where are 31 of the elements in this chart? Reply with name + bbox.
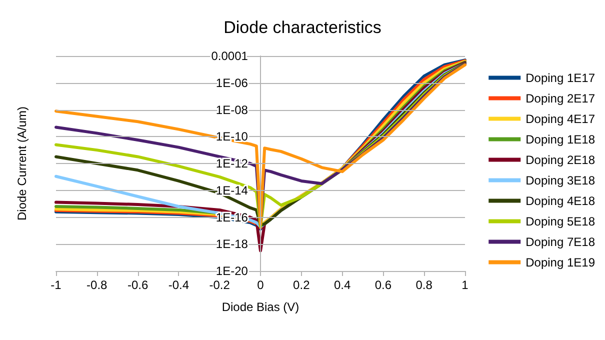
x-tick-label: -0.4 <box>168 278 190 292</box>
y-tick-label: 1E-14 <box>216 183 248 198</box>
legend-label: Doping 4E18 <box>526 194 596 208</box>
x-tick-label: 0 <box>257 278 264 292</box>
legend-label: Doping 1E19 <box>526 255 596 270</box>
x-tick-label: 0.4 <box>334 278 351 292</box>
legend-label: Doping 2E17 <box>526 91 596 106</box>
x-tick-label: -0.2 <box>209 278 230 292</box>
legend-label: Doping 2E18 <box>526 152 596 167</box>
x-tick-label: -0.6 <box>127 278 148 292</box>
y-tick-label: 1E-18 <box>216 237 248 252</box>
legend-label: Doping 5E18 <box>526 214 596 228</box>
y-tick-label: 1E-06 <box>216 76 248 90</box>
x-tick-label: 0.2 <box>293 278 310 292</box>
legend-label: Doping 1E18 <box>526 132 596 146</box>
legend-label: Doping 1E17 <box>526 70 596 85</box>
chart-title: Diode characteristics <box>224 18 382 37</box>
x-tick-label: 0.8 <box>416 278 433 292</box>
x-tick-label: 1 <box>462 278 469 292</box>
x-tick-label: 0.6 <box>374 278 392 292</box>
y-axis-title: Diode Current (A/um) <box>15 106 29 221</box>
legend-label: Doping 3E18 <box>526 173 596 188</box>
legend-label: Doping 7E18 <box>526 234 596 249</box>
x-tick-label: -0.8 <box>86 278 108 292</box>
x-axis-title: Diode Bias (V) <box>222 300 300 314</box>
legend-label: Doping 4E17 <box>526 112 596 126</box>
x-tick-label: -1 <box>50 278 62 292</box>
y-tick-label: 1E-20 <box>216 264 248 278</box>
y-tick-label: 0.0001 <box>211 49 248 63</box>
y-tick-label: 1E-12 <box>216 156 248 170</box>
y-tick-label: 1E-08 <box>216 102 248 117</box>
